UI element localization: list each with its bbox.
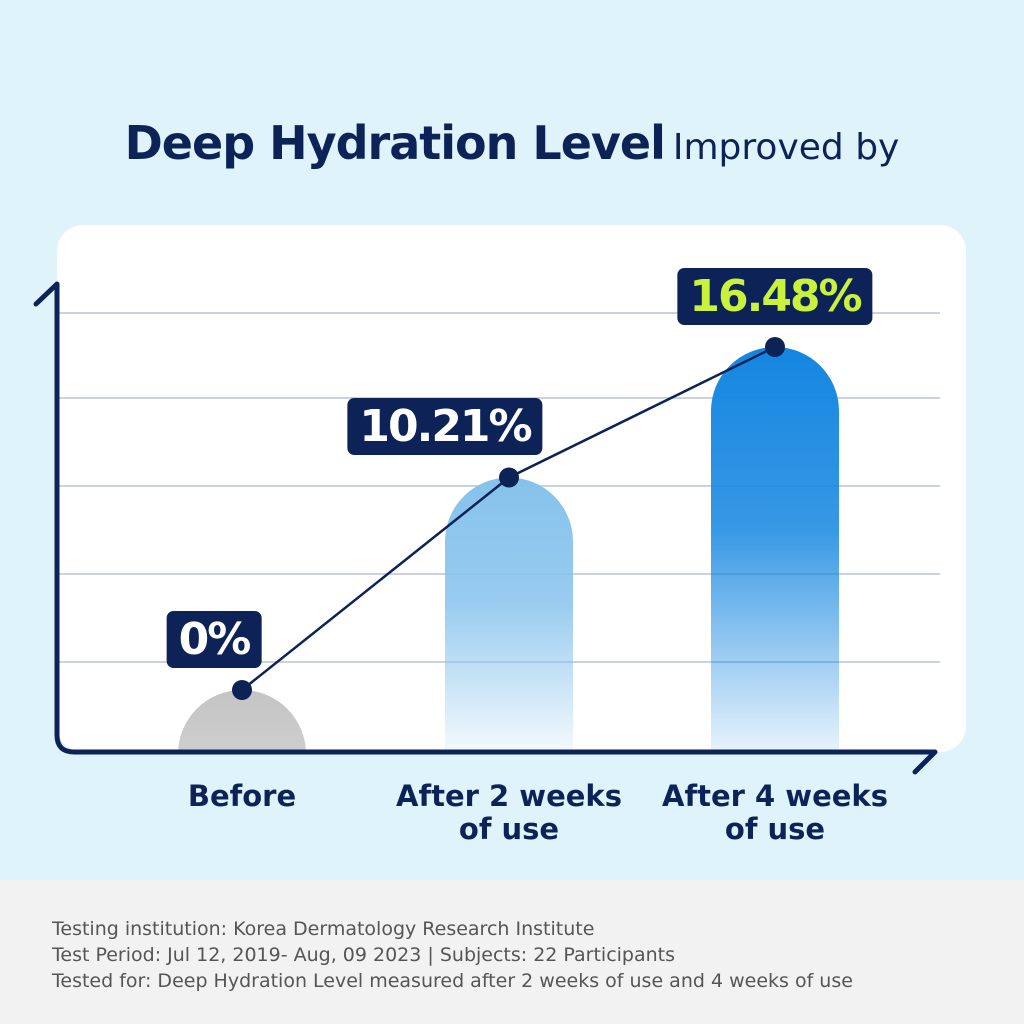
bar [178,690,306,752]
x-tick-label: After 2 weeks of use [396,779,622,846]
title: Deep Hydration Level Improved by [0,116,1024,170]
axes [33,281,938,775]
footer: Testing institution: Korea Dermatology R… [0,880,1024,1024]
value-label: 10.21% [347,398,543,456]
x-tick-label: After 4 weeks of use [662,779,888,846]
chart-subtitle: Improved by [672,127,900,168]
point [765,337,785,357]
point [499,467,519,488]
note: Testing institution: Korea Dermatology R… [52,918,595,940]
bar [445,477,573,752]
chart-title: Deep Hydration Level [124,116,666,170]
point [232,680,252,700]
x-tick-label: Before [187,779,297,813]
value-label: 16.48% [677,268,873,325]
value-label: 0% [166,611,262,668]
note: Tested for: Deep Hydration Level measure… [52,970,853,992]
bar [711,347,839,752]
note: Test Period: Jul 12, 2019- Aug, 09 2023 … [52,944,676,966]
